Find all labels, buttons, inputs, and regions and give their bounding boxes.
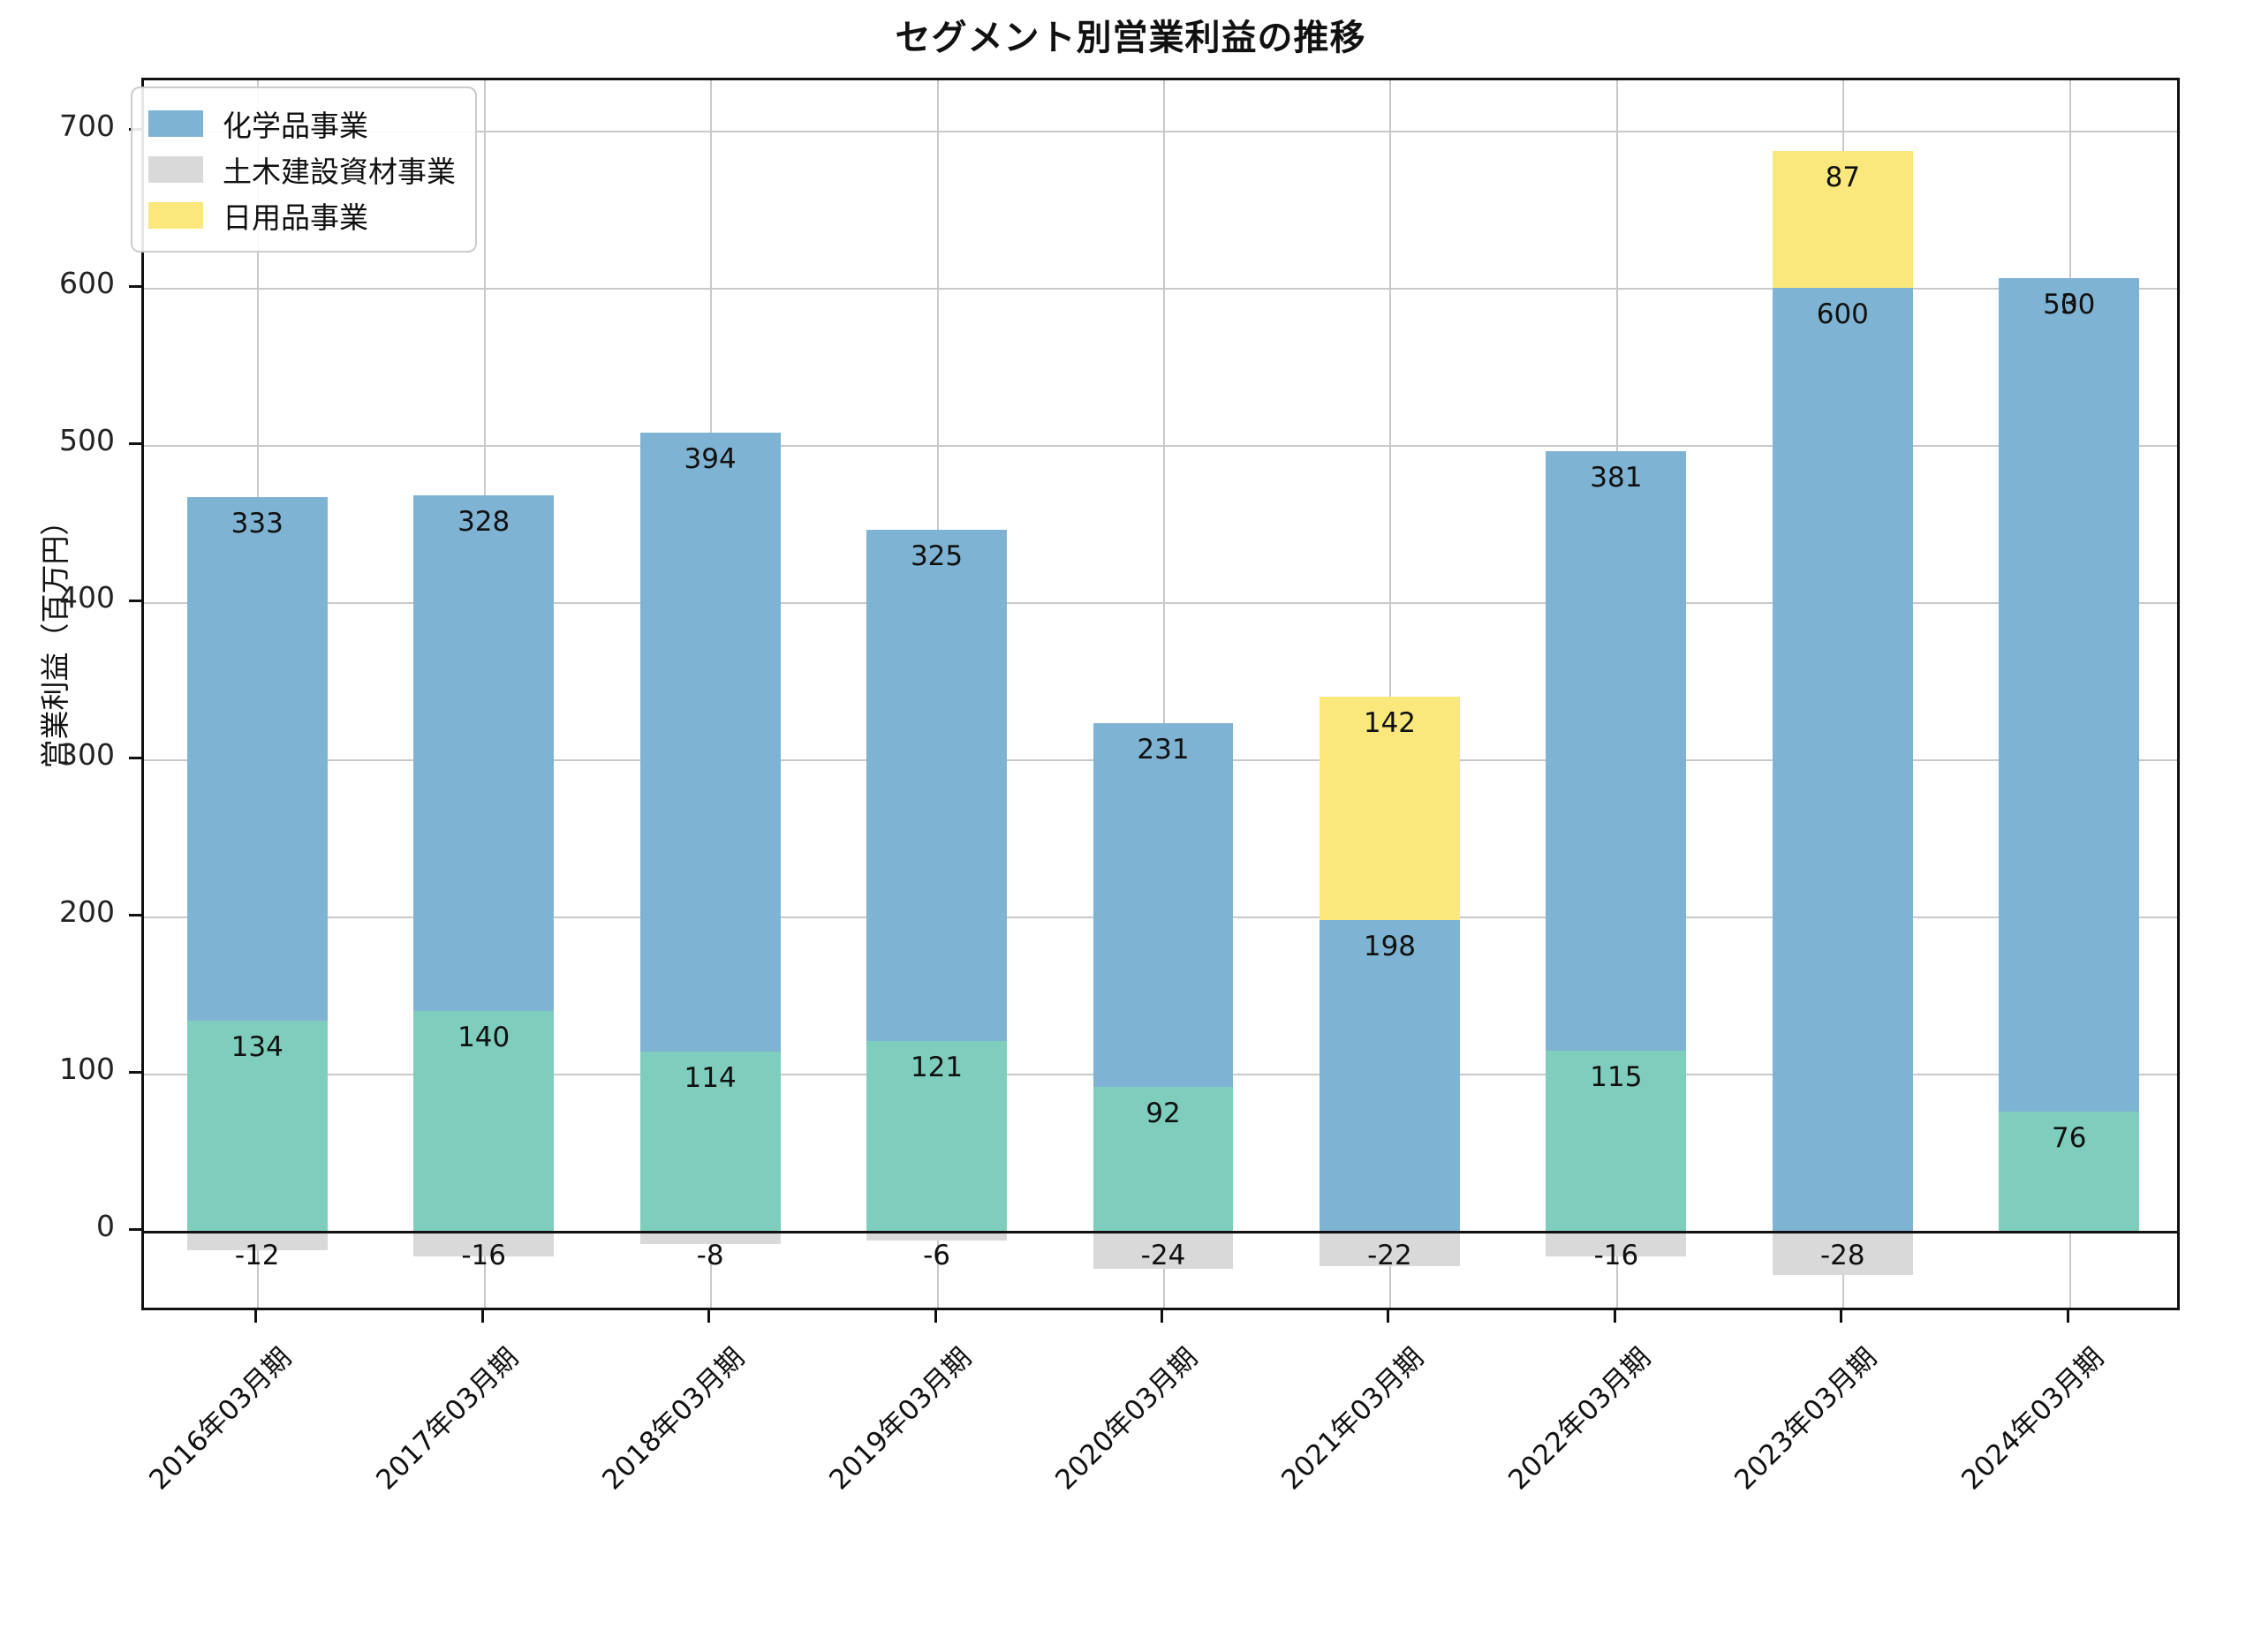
bar-segment bbox=[639, 432, 781, 1052]
legend-swatch-icon bbox=[148, 156, 203, 183]
y-tick-label: 0 bbox=[96, 1209, 115, 1244]
bar-segment-negative bbox=[1319, 1231, 1460, 1266]
y-tick-mark bbox=[129, 1071, 141, 1075]
y-tick-label: 100 bbox=[59, 1052, 115, 1087]
x-tick-mark bbox=[2066, 1310, 2069, 1323]
zero-baseline bbox=[144, 1231, 2177, 1234]
bar-segment-negative bbox=[413, 1231, 555, 1256]
y-tick-mark bbox=[129, 285, 141, 289]
y-tick-label: 200 bbox=[59, 894, 115, 930]
bar-segment bbox=[1319, 697, 1460, 920]
y-tick-mark bbox=[129, 914, 141, 917]
y-tick-label: 400 bbox=[59, 580, 115, 615]
x-tick-mark bbox=[707, 1310, 711, 1323]
y-tick-mark bbox=[129, 600, 141, 603]
bar-segment-negative bbox=[1546, 1231, 1687, 1256]
bar-segment bbox=[639, 1052, 781, 1232]
bar-segment bbox=[1999, 1112, 2140, 1232]
legend-item[interactable]: 日用品事業 bbox=[148, 192, 456, 238]
y-tick-label: 500 bbox=[59, 423, 115, 458]
y-tick-mark bbox=[129, 442, 141, 446]
x-gridline bbox=[1163, 80, 1165, 1308]
bar-segment-negative bbox=[186, 1231, 328, 1250]
y-gridline bbox=[144, 602, 2177, 605]
legend-swatch-icon bbox=[148, 202, 203, 229]
bar-segment bbox=[1319, 919, 1460, 1232]
x-tick-mark bbox=[1387, 1310, 1390, 1323]
bar-segment bbox=[1546, 451, 1687, 1051]
bar-segment bbox=[1772, 288, 1913, 1232]
y-tick-label: 300 bbox=[59, 737, 115, 773]
y-tick-mark bbox=[129, 757, 141, 760]
bar-segment bbox=[413, 495, 555, 1012]
legend-item-label: 日用品事業 bbox=[223, 200, 368, 235]
bar-segment-negative bbox=[1772, 1231, 1913, 1276]
bar-segment bbox=[866, 530, 1008, 1041]
x-tick-mark bbox=[1840, 1310, 1843, 1323]
chart-legend: 化学品事業土木建設資材事業 日用品事業 bbox=[131, 87, 477, 253]
y-gridline bbox=[144, 445, 2177, 448]
bar-segment-negative bbox=[1093, 1231, 1234, 1270]
y-tick-label: 700 bbox=[59, 108, 115, 143]
y-tick-mark bbox=[129, 1228, 141, 1232]
bar-segment bbox=[413, 1011, 555, 1232]
bar-segment bbox=[1999, 278, 2140, 1113]
x-tick-mark bbox=[934, 1310, 937, 1323]
bar-segment bbox=[1093, 723, 1234, 1087]
legend-item[interactable]: 化学品事業 bbox=[148, 101, 456, 147]
x-tick-mark bbox=[254, 1310, 258, 1323]
x-tick-mark bbox=[480, 1310, 484, 1323]
bar-segment bbox=[866, 1040, 1008, 1232]
x-tick-mark bbox=[1161, 1310, 1163, 1323]
bar-segment-negative bbox=[639, 1231, 781, 1244]
chart-figure: セグメント別営業利益の推移 営業利益（百万円） 134 333 -12 140 328-… bbox=[38, 18, 2180, 1497]
bar-segment-negative bbox=[866, 1231, 1008, 1241]
y-tick-label: 600 bbox=[59, 266, 115, 301]
bar-segment bbox=[1093, 1086, 1234, 1232]
bar-segment bbox=[186, 496, 328, 1021]
legend-item[interactable]: 土木建設資材事業 bbox=[148, 147, 456, 192]
plot-area: 134 333 -12 140 328 -16 114 394 -8 121 325 -6 92 231-… bbox=[141, 78, 2180, 1310]
bar-segment bbox=[1772, 151, 1913, 289]
y-gridline bbox=[144, 130, 2177, 132]
bar-segment bbox=[1546, 1050, 1687, 1232]
legend-item-label: 土木建設資材事業 bbox=[223, 155, 456, 189]
bar-segment bbox=[186, 1020, 328, 1232]
chart-title: セグメント別営業利益の推移 bbox=[895, 18, 1366, 58]
x-gridline bbox=[1389, 80, 1392, 1308]
legend-swatch-icon bbox=[148, 110, 203, 137]
x-tick-mark bbox=[1613, 1310, 1616, 1323]
legend-item-label: 化学品事業 bbox=[223, 109, 368, 143]
y-gridline bbox=[144, 288, 2177, 290]
